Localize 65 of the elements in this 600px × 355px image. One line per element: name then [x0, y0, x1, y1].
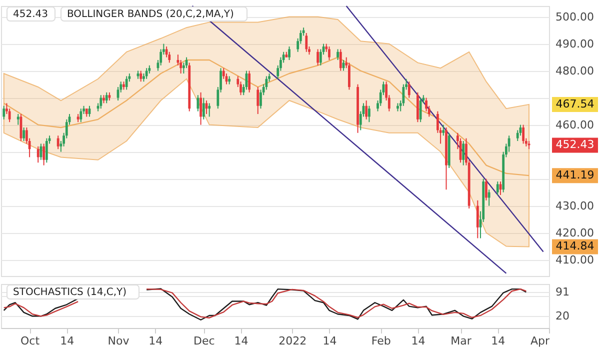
candlestick: [336, 48, 339, 60]
x-tick-label: 14: [491, 334, 506, 348]
candlestick: [316, 48, 320, 66]
candlestick: [328, 46, 330, 60]
y-tick-label: 430.00: [556, 199, 594, 212]
y-tick-label: 20: [556, 310, 570, 323]
annotation: 441.19: [556, 168, 594, 182]
candlestick: [288, 46, 290, 60]
candlestick: [256, 86, 260, 114]
candlestick: [200, 92, 202, 126]
x-tick-label: 14: [60, 334, 74, 348]
candlestick: [140, 70, 142, 82]
candlestick: [22, 127, 26, 142]
x-tick-label: Mar: [450, 334, 472, 348]
annotation: 452.43: [13, 9, 48, 20]
y-tick-label: 490.00: [556, 37, 594, 50]
annotation: 452.43: [556, 138, 594, 152]
x-tick-label: 14: [411, 334, 426, 348]
y-tick-label: 480.00: [556, 64, 594, 78]
x-tick-label: 2022: [278, 334, 307, 348]
candlestick: [105, 92, 108, 104]
text: BOLLINGER BANDS (20,C,2,MA,Y): [67, 9, 234, 20]
y-tick-label: 91: [556, 286, 570, 299]
candlestick: [339, 48, 342, 72]
candlestick: [365, 100, 368, 120]
candlestick: [419, 97, 422, 123]
candlestick: [476, 200, 479, 239]
candlestick: [36, 146, 40, 164]
candlestick: [80, 108, 82, 123]
x-tick-label: Apr: [530, 334, 550, 348]
annotation: 414.84: [556, 240, 594, 253]
annotation: STOCHASTICS (14,C,Y): [13, 287, 127, 298]
y-tick-label: 460.00: [556, 118, 594, 132]
annotation: 467.54: [556, 97, 594, 110]
y-tick-label: 500.00: [556, 10, 594, 24]
x-tick-label: Nov: [108, 334, 130, 348]
x-tick-label: 14: [148, 334, 163, 348]
x-tick-label: Oct: [20, 334, 40, 348]
candlestick: [45, 138, 48, 164]
candlestick: [145, 68, 148, 80]
candlestick: [462, 140, 465, 166]
candlestick: [522, 124, 525, 144]
x-tick-label: 14: [322, 334, 337, 348]
candlestick: [408, 81, 410, 98]
candlestick: [42, 143, 46, 166]
candlestick: [442, 124, 445, 136]
y-tick-label: 420.00: [556, 226, 594, 240]
candlestick: [56, 135, 60, 150]
candlestick: [496, 181, 499, 196]
candlestick: [248, 70, 251, 93]
candlestick: [485, 178, 488, 201]
candlestick: [2, 105, 6, 120]
x-tick-label: Dec: [193, 334, 215, 348]
candlestick: [100, 94, 102, 110]
y-tick-label: 410.00: [556, 253, 594, 266]
x-tick-label: Feb: [371, 334, 391, 348]
candlestick: [305, 32, 308, 52]
candlestick: [125, 76, 128, 90]
candlestick: [202, 97, 205, 120]
candlestick: [208, 102, 211, 118]
x-tick-label: 14: [234, 334, 248, 348]
candlestick: [368, 105, 370, 123]
candlestick: [16, 114, 20, 126]
candlestick: [488, 189, 490, 206]
candlestick: [196, 94, 200, 112]
